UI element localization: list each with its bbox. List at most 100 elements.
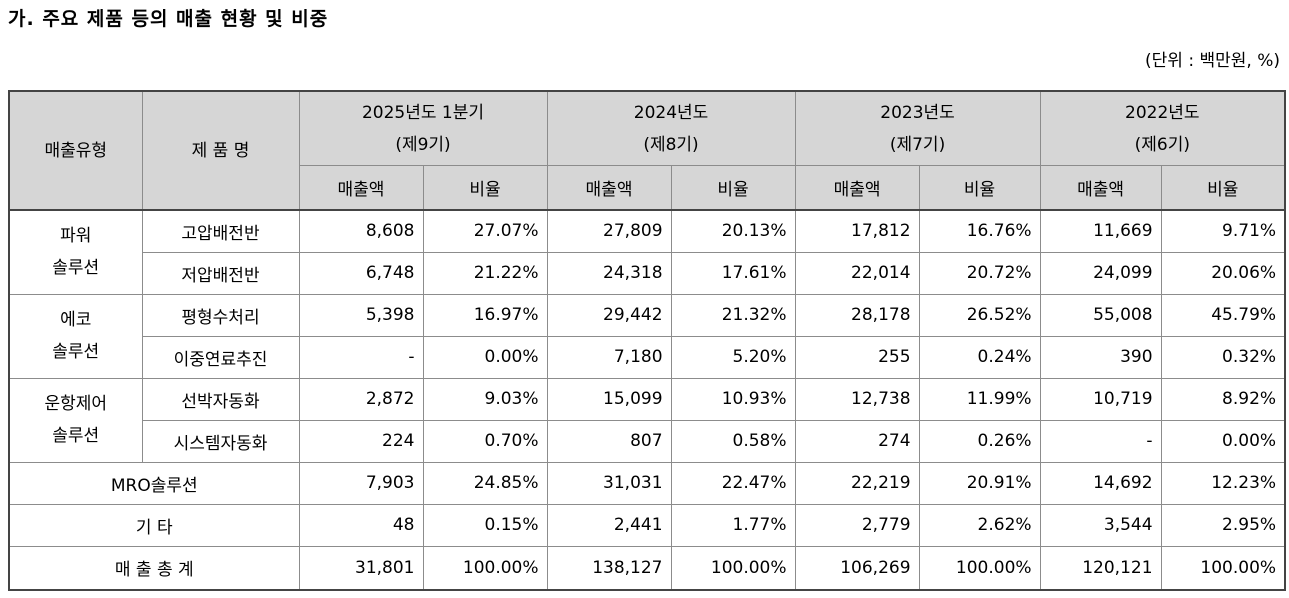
sales-type-line: 솔루션 — [52, 258, 100, 279]
amount-cell: 31,801 — [298, 545, 424, 591]
header-period: 2023년도 (제7기) — [794, 90, 1041, 166]
amount-cell: 48 — [298, 503, 424, 547]
amount-cell: 7,180 — [546, 335, 672, 379]
table-row: 파워 솔루션 고압배전반 8,608 27.07% 27,809 20.13% 17,812 1… — [8, 209, 1286, 295]
amount-cell: 3,544 — [1039, 503, 1162, 547]
header-period: 2024년도 (제8기) — [546, 90, 796, 166]
amount-cell: 120,121 — [1039, 545, 1162, 591]
amount-cell: 31,031 — [546, 461, 672, 505]
product-name-cell: 이중연료추진 — [141, 335, 300, 379]
ratio-cell: 24.85% — [422, 461, 548, 505]
amount-cell: 274 — [794, 419, 920, 463]
product-name-cell: 시스템자동화 — [141, 419, 300, 463]
product-name-cell: 고압배전반 — [141, 209, 300, 253]
amount-cell: - — [1039, 419, 1162, 463]
sales-type-line: 파워 — [60, 226, 92, 247]
ratio-cell: 100.00% — [918, 545, 1041, 591]
amount-cell: 14,692 — [1039, 461, 1162, 505]
ratio-cell: 16.97% — [422, 293, 548, 337]
ratio-cell: 20.91% — [918, 461, 1041, 505]
ratio-cell: 21.32% — [670, 293, 796, 337]
unit-note: (단위 : 백만원, %) — [1145, 51, 1280, 71]
amount-cell: 29,442 — [546, 293, 672, 337]
ratio-cell: 0.26% — [918, 419, 1041, 463]
ratio-cell: 16.76% — [918, 209, 1041, 253]
product-name-cell: 저압배전반 — [141, 251, 300, 295]
ratio-cell: 8.92% — [1160, 377, 1286, 421]
amount-cell: 807 — [546, 419, 672, 463]
ratio-cell: 0.15% — [422, 503, 548, 547]
table-row: 이중연료추진 -0.00% 7,180 5.20% 255 0.24% 390 0.32% — [9, 335, 1286, 379]
amount-cell: 6,748 — [298, 251, 424, 295]
amount-cell: 17,812 — [794, 209, 920, 253]
subheader-amount: 매출액 — [794, 165, 920, 211]
ratio-cell: 100.00% — [422, 545, 548, 591]
period-term: (제6기) — [1134, 134, 1190, 155]
amount-cell: 2,872 — [298, 377, 424, 421]
period-term: (제8기) — [643, 134, 699, 155]
amount-cell: 5,398 — [298, 293, 424, 337]
amount-cell: 24,318 — [546, 251, 672, 295]
sales-type-line: 에코 — [60, 310, 92, 330]
ratio-cell: 0.00% — [1160, 419, 1286, 463]
ratio-cell: 20.72% — [918, 251, 1041, 295]
sales-type-line: 운항제어 — [44, 394, 108, 414]
period-year: 2023년도 — [880, 102, 955, 123]
table-row: 저압배전반 6,748 21.22% 24,318 17.61% 22,014 20.72%… — [9, 251, 1286, 295]
subheader-ratio: 비율 — [918, 165, 1041, 211]
subheader-ratio: 비율 — [422, 165, 548, 211]
table-row: 기 타 48 0.15% 2,441 1.77% 2,779 2.62% 3,544 2.95% — [8, 503, 1286, 547]
amount-cell: 7,903 — [298, 461, 424, 505]
ratio-cell: 2.62% — [918, 503, 1041, 547]
ratio-cell: 0.58% — [670, 419, 796, 463]
ratio-cell: 1.77% — [670, 503, 796, 547]
ratio-cell: 45.79% — [1160, 293, 1286, 337]
subheader-amount: 매출액 — [546, 165, 672, 211]
amount-cell: 28,178 — [794, 293, 920, 337]
period-year: 2022년도 — [1125, 102, 1200, 123]
sales-type-line: 솔루션 — [52, 342, 100, 362]
amount-cell: 24,099 — [1039, 251, 1162, 295]
amount-cell: 22,219 — [794, 461, 920, 505]
amount-cell: 27,809 — [546, 209, 672, 253]
ratio-cell: 12.23% — [1160, 461, 1286, 505]
header-period: 2022년도 (제6기) — [1039, 90, 1286, 166]
header-sales-type: 매출유형 — [8, 90, 143, 211]
amount-cell: 22,014 — [794, 251, 920, 295]
header-product-name: 제 품 명 — [141, 90, 300, 211]
header-period: 2025년도 1분기 (제9기) — [298, 90, 548, 166]
period-year: 2024년도 — [633, 102, 709, 123]
sales-table: 매출유형 제 품 명 2025년도 1분기 (제9기) 2024년도 (제8기)… — [8, 90, 1287, 591]
amount-cell: 10,719 — [1039, 377, 1162, 421]
ratio-cell: 9.71% — [1160, 209, 1286, 253]
ratio-cell: 0.24% — [918, 335, 1041, 379]
ratio-cell: 0.70% — [422, 419, 548, 463]
amount-cell: 255 — [794, 335, 920, 379]
row-label-cell: 매 출 총 계 — [8, 545, 300, 591]
amount-cell: 2,779 — [794, 503, 920, 547]
row-label-cell: 기 타 — [8, 503, 300, 547]
period-year: 2025년도 1분기 — [361, 102, 485, 123]
table-row: 운항제어 솔루션 선박자동화 2,872 9.03% 15,099 10.93% 12,738… — [8, 377, 1286, 463]
ratio-cell: 2.95% — [1160, 503, 1286, 547]
amount-cell: 11,669 — [1039, 209, 1162, 253]
period-term: (제7기) — [889, 134, 946, 155]
ratio-cell: 26.52% — [918, 293, 1041, 337]
section-heading: 가. 주요 제품 등의 매출 현황 및 비중 — [8, 8, 329, 30]
ratio-cell: 0.00% — [422, 335, 548, 379]
total-row: 매 출 총 계 31,801 100.00% 138,127 100.00% 106,26… — [8, 545, 1286, 591]
ratio-cell: 100.00% — [1160, 545, 1286, 591]
sales-type-line: 솔루션 — [52, 426, 100, 446]
subheader-amount: 매출액 — [1039, 165, 1162, 211]
ratio-cell: 22.47% — [670, 461, 796, 505]
table-row: MRO솔루션 7,903 24.85% 31,031 22.47% 22,219 20.91… — [8, 461, 1286, 505]
subheader-ratio: 비율 — [1160, 165, 1286, 211]
ratio-cell: 10.93% — [670, 377, 796, 421]
amount-cell: 55,008 — [1039, 293, 1162, 337]
amount-cell: 390 — [1039, 335, 1162, 379]
ratio-cell: 0.32% — [1160, 335, 1286, 379]
amount-cell: 138,127 — [546, 545, 672, 591]
